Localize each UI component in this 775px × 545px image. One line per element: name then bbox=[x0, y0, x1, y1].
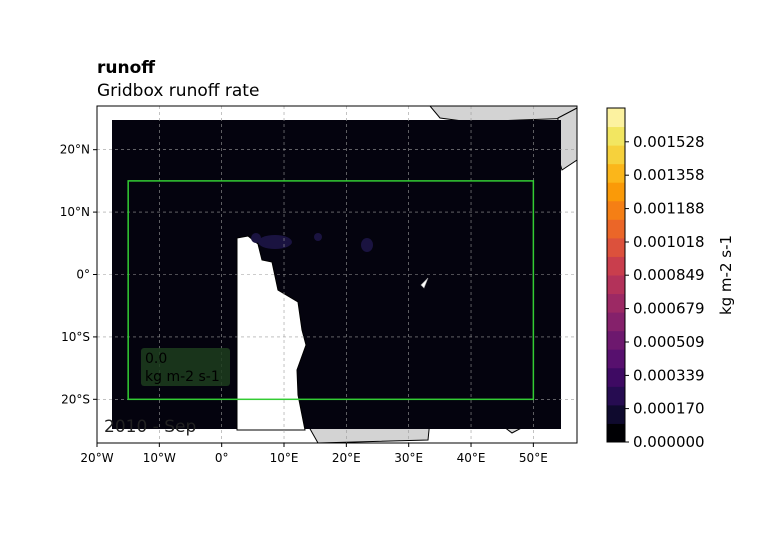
x-tick-label-6: 40°E bbox=[457, 451, 486, 465]
colorbar-swatch-15 bbox=[607, 145, 625, 165]
masked-island bbox=[261, 273, 265, 277]
chart-subtitle: Gridbox runoff rate bbox=[97, 81, 260, 101]
colorbar-swatch-0 bbox=[607, 423, 625, 443]
colorbar-tick-label-7: 0.001188 bbox=[633, 200, 705, 218]
colorbar-tick-label-6: 0.001018 bbox=[633, 233, 705, 251]
time-label: 2010 - Sep bbox=[104, 417, 196, 437]
colorbar-swatch-9 bbox=[607, 256, 625, 276]
colorbar-swatch-1 bbox=[607, 404, 625, 424]
colorbar-swatch-8 bbox=[607, 275, 625, 295]
runoff-spot-2 bbox=[251, 233, 261, 243]
y-tick-label-0: 20°N bbox=[60, 143, 90, 157]
region-box bbox=[127, 180, 535, 401]
colorbar-swatch-3 bbox=[607, 367, 625, 387]
map-area: 0.0 kg m-2 s-1 2010 - Sep bbox=[97, 106, 577, 443]
colorbar-tick-label-2: 0.000339 bbox=[633, 366, 705, 384]
runoff-spot-west-africa bbox=[258, 235, 292, 249]
colorbar-swatch-12 bbox=[607, 200, 625, 220]
annotation-value: 0.0 bbox=[145, 351, 167, 367]
x-axis: 20°W 10°W 0° 10°E 20°E 30°E 40°E 50°E bbox=[80, 443, 548, 465]
runoff-spot-3 bbox=[314, 233, 322, 241]
colorbar-swatch-4 bbox=[607, 349, 625, 369]
masked-region bbox=[236, 235, 307, 431]
x-tick-label-3: 10°E bbox=[270, 451, 299, 465]
colorbar-swatch-13 bbox=[607, 182, 625, 202]
x-tick-label-4: 20°E bbox=[332, 451, 361, 465]
y-axis: 20°N 10°N 0° 10°S 20°S bbox=[60, 143, 97, 406]
colorbar-label: kg m-2 s-1 bbox=[717, 235, 735, 315]
colorbar-swatch-6 bbox=[607, 312, 625, 332]
colorbar: 0.000000 0.000170 0.000339 0.000509 0.000679… bbox=[606, 107, 705, 451]
lake-victoria bbox=[420, 277, 429, 289]
colorbar-swatch-10 bbox=[607, 237, 625, 257]
annotation-units: kg m-2 s-1 bbox=[145, 369, 220, 385]
x-tick-label-7: 50°E bbox=[519, 451, 548, 465]
x-tick-label-1: 10°W bbox=[143, 451, 176, 465]
colorbar-swatch-17 bbox=[607, 108, 625, 128]
colorbar-swatch-7 bbox=[607, 293, 625, 313]
colorbar-swatch-14 bbox=[607, 163, 625, 183]
x-tick-label-0: 20°W bbox=[80, 451, 113, 465]
annotation-box bbox=[141, 348, 230, 386]
x-tick-label-5: 30°E bbox=[394, 451, 423, 465]
colorbar-tick-label-0: 0.000000 bbox=[633, 433, 705, 451]
colorbar-swatch-5 bbox=[607, 330, 625, 350]
colorbar-tick-label-3: 0.000509 bbox=[633, 333, 705, 351]
colorbar-tick-label-5: 0.000849 bbox=[633, 266, 705, 284]
chart-title: runoff bbox=[97, 58, 156, 78]
y-tick-label-4: 20°S bbox=[61, 392, 90, 406]
colorbar-tick-label-8: 0.001358 bbox=[633, 166, 705, 184]
colorbar-tick-label-1: 0.000170 bbox=[633, 400, 705, 418]
colorbar-tick-label-9: 0.001528 bbox=[633, 133, 705, 151]
colorbar-swatch-2 bbox=[607, 386, 625, 406]
x-tick-label-2: 0° bbox=[215, 451, 229, 465]
colorbar-swatch-16 bbox=[607, 126, 625, 146]
runoff-spot-4 bbox=[361, 238, 373, 252]
y-tick-label-2: 0° bbox=[76, 268, 90, 282]
colorbar-swatch-11 bbox=[607, 219, 625, 239]
colorbar-tick-label-4: 0.000679 bbox=[633, 300, 705, 318]
y-tick-label-3: 10°S bbox=[61, 330, 90, 344]
y-tick-label-1: 10°N bbox=[60, 205, 90, 219]
